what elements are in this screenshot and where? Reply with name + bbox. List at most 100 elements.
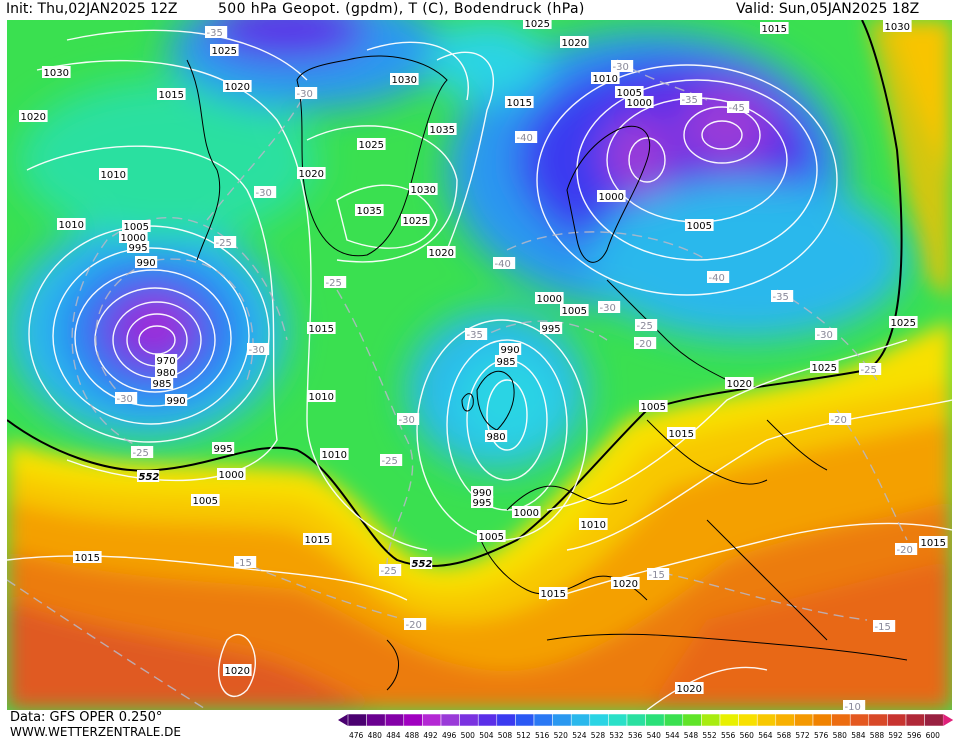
isohypse-label-text: 552 xyxy=(139,472,160,483)
isobar-label: 980 xyxy=(155,366,178,379)
isotherm-label-text: -20 xyxy=(897,545,913,556)
isobar-label: 990 xyxy=(135,256,158,269)
website-label: WWW.WETTERZENTRALE.DE xyxy=(10,725,181,739)
isotherm-label-text: -30 xyxy=(117,394,133,405)
isotherm-label: -35 xyxy=(205,26,228,39)
legend-swatch xyxy=(868,713,888,727)
isobar-label: 1025 xyxy=(523,20,552,30)
legend-swatch xyxy=(552,713,572,727)
isobar-label: 1030 xyxy=(42,66,71,79)
isobar-label: 1005 xyxy=(477,530,506,543)
isotherm-label-text: -30 xyxy=(249,345,265,356)
isobar-label-text: 1015 xyxy=(541,589,566,600)
legend-value-label: 572 xyxy=(795,731,810,740)
isobar-label-text: 985 xyxy=(153,379,172,390)
isobar-label-text: 1005 xyxy=(124,222,149,233)
isotherm-label-text: -25 xyxy=(382,456,398,467)
legend-swatch xyxy=(608,713,628,727)
isobar-label: 990 xyxy=(499,343,522,356)
isotherm-label-text: -30 xyxy=(817,330,833,341)
isobar-label-text: 1010 xyxy=(581,520,606,531)
isotherm-label: -25 xyxy=(379,564,402,577)
isobar-label: 1020 xyxy=(611,577,640,590)
isobar-label: 995 xyxy=(540,322,563,335)
isobar-label-text: 1015 xyxy=(75,553,100,564)
legend-swatch xyxy=(924,713,944,727)
isobar-label-text: 1020 xyxy=(225,82,250,93)
legend-value-label: 540 xyxy=(647,731,662,740)
legend-value-label: 528 xyxy=(591,731,606,740)
isotherm-label: -25 xyxy=(131,446,154,459)
isobar-label: 985 xyxy=(151,377,174,390)
isobar-label: 1020 xyxy=(223,80,252,93)
isobar-label: 1035 xyxy=(428,123,457,136)
isobar-label-text: 1005 xyxy=(193,496,218,507)
legend-value-label: 564 xyxy=(758,731,773,740)
isobar-label-text: 1025 xyxy=(359,140,384,151)
isotherm-label-text: -35 xyxy=(773,292,789,303)
isobar-label: 1010 xyxy=(320,448,349,461)
isobar-label-text: 1020 xyxy=(562,38,587,49)
isobar-label: 1005 xyxy=(685,219,714,232)
isotherm-label: -40 xyxy=(707,271,730,284)
legend-swatch xyxy=(682,713,702,727)
isobar-label-text: 995 xyxy=(542,324,561,335)
isotherm-label-text: -15 xyxy=(236,558,252,569)
valid-time-label: Valid: Sun,05JAN2025 18Z xyxy=(736,1,920,17)
legend-swatch xyxy=(515,713,535,727)
legend-swatch xyxy=(812,713,832,727)
isobar-label: 1025 xyxy=(401,214,430,227)
isobar-label-text: 1005 xyxy=(641,402,666,413)
isohypse-label: 552 xyxy=(137,470,159,483)
isotherm-label: -20 xyxy=(404,618,427,631)
isobar-label: 1025 xyxy=(357,138,386,151)
isotherm-label-text: -35 xyxy=(207,28,223,39)
legend-value-label: 532 xyxy=(609,731,624,740)
isobar-label-text: 990 xyxy=(167,396,186,407)
isobar-label: 970 xyxy=(155,354,178,367)
isobar-label-text: 1005 xyxy=(687,221,712,232)
isobar-label-text: 980 xyxy=(487,432,506,443)
isotherm-label-text: -30 xyxy=(297,89,313,100)
isotherm-label: -15 xyxy=(234,556,257,569)
isotherm-label: -10 xyxy=(843,700,866,710)
isobar-label: 1015 xyxy=(157,88,186,101)
isobar-label: 1000 xyxy=(535,292,564,305)
legend-value-label: 584 xyxy=(851,731,866,740)
legend-value-label: 544 xyxy=(665,731,680,740)
isotherm-label-text: -35 xyxy=(467,330,483,341)
legend-value-label: 496 xyxy=(442,731,457,740)
coastlines xyxy=(186,55,908,691)
isobar-label: 980 xyxy=(485,430,508,443)
isotherm-label-text: -25 xyxy=(216,238,232,249)
isobar-label-text: 1010 xyxy=(322,450,347,461)
isobar-label: 1015 xyxy=(505,96,534,109)
weather-map: 1025 1030 1020 1015 1020 1010 1010 1005 1000 995 9… xyxy=(7,20,952,710)
isobar-label: 1005 xyxy=(191,494,220,507)
isotherm-label: -30 xyxy=(254,186,277,199)
isotherm-label: -15 xyxy=(647,568,670,581)
isobar-label-text: 1020 xyxy=(21,112,46,123)
isotherm-label: -20 xyxy=(829,413,852,426)
isotherm-label: -20 xyxy=(634,337,657,350)
legend-value-label: 600 xyxy=(926,731,941,740)
isobar-label: 1010 xyxy=(99,168,128,181)
map-title: 500 hPa Geopot. (gpdm), T (C), Bodendruc… xyxy=(218,1,585,17)
data-source-label: Data: GFS OPER 0.250° xyxy=(10,710,163,725)
isotherm-label-text: -20 xyxy=(406,620,422,631)
isobar-label: 1000 xyxy=(625,96,654,109)
isobar-label-text: 1020 xyxy=(677,684,702,695)
isotherm-label-text: -30 xyxy=(613,62,629,73)
legend-value-label: 588 xyxy=(870,731,885,740)
isobar-label-text: 1025 xyxy=(403,216,428,227)
isobar-label-text: 1035 xyxy=(430,125,455,136)
legend-swatch xyxy=(459,713,479,727)
isobar-label-text: 1005 xyxy=(617,88,642,99)
isobar-label-text: 1015 xyxy=(309,324,334,335)
legend-swatch xyxy=(496,713,516,727)
isobar-label: 1005 xyxy=(122,220,151,233)
isobar-label-text: 1020 xyxy=(613,579,638,590)
legend-swatch xyxy=(347,713,367,727)
isotherm-label-text: -15 xyxy=(649,570,665,581)
